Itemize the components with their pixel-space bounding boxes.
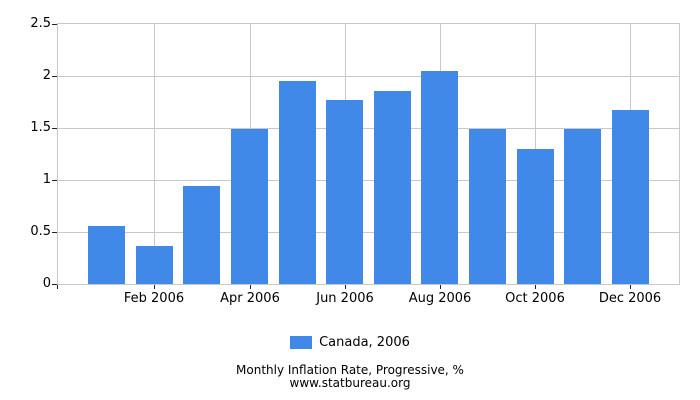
x-tick-label-jun-2006: Jun 2006: [316, 291, 374, 306]
y-tick-mark: [52, 76, 57, 77]
bar-feb-2006: [136, 246, 173, 284]
source-url: www.statbureau.org: [289, 376, 411, 390]
bar-jul-2006: [374, 91, 411, 284]
chart-caption: Monthly Inflation Rate, Progressive, % w…: [0, 363, 700, 390]
x-tick-mark: [535, 285, 536, 289]
bar-nov-2006: [564, 129, 601, 284]
bar-oct-2006: [517, 149, 554, 284]
y-tick-label-1: 1: [42, 172, 51, 187]
y-tick-label-0: 0: [42, 276, 51, 291]
x-tick-label-apr-2006: Apr 2006: [220, 291, 280, 306]
legend-swatch-canada-2006: [290, 336, 313, 349]
y-tick-mark: [52, 284, 57, 285]
gridline-y-2: [58, 76, 679, 77]
bar-jun-2006: [326, 100, 363, 284]
legend-label: Canada, 2006: [319, 335, 410, 350]
gridline-y-1: [58, 180, 679, 181]
chart-title: Monthly Inflation Rate, Progressive, %: [236, 363, 464, 377]
bar-apr-2006: [231, 129, 268, 284]
legend: Canada, 2006: [0, 335, 700, 350]
bar-sep-2006: [469, 129, 506, 284]
x-tick-label-aug-2006: Aug 2006: [408, 291, 472, 306]
x-tick-label-oct-2006: Oct 2006: [505, 291, 565, 306]
y-tick-label-0.5: 0.5: [30, 224, 51, 239]
bar-may-2006: [279, 81, 316, 284]
bar-jan-2006: [88, 226, 125, 284]
y-tick-mark: [52, 24, 57, 25]
gridline-y-1.5: [58, 128, 679, 129]
x-tick-mark: [154, 285, 155, 289]
x-tick-mark: [630, 285, 631, 289]
y-tick-mark: [52, 128, 57, 129]
bar-mar-2006: [183, 186, 220, 284]
y-tick-mark: [52, 180, 57, 181]
x-tick-mark: [250, 285, 251, 289]
x-tick-mark-origin: [57, 285, 58, 289]
x-tick-mark: [345, 285, 346, 289]
gridline-y-0.5: [58, 232, 679, 233]
gridline-x-feb-2006: [154, 24, 155, 284]
y-tick-mark: [52, 232, 57, 233]
bar-dec-2006: [612, 110, 649, 284]
x-tick-mark: [440, 285, 441, 289]
y-tick-label-1.5: 1.5: [30, 120, 51, 135]
x-tick-label-feb-2006: Feb 2006: [123, 291, 185, 306]
y-tick-label-2: 2: [42, 68, 51, 83]
plot-area: [57, 23, 680, 285]
bar-aug-2006: [421, 71, 458, 284]
y-tick-label-2.5: 2.5: [30, 16, 51, 31]
x-tick-label-dec-2006: Dec 2006: [598, 291, 662, 306]
